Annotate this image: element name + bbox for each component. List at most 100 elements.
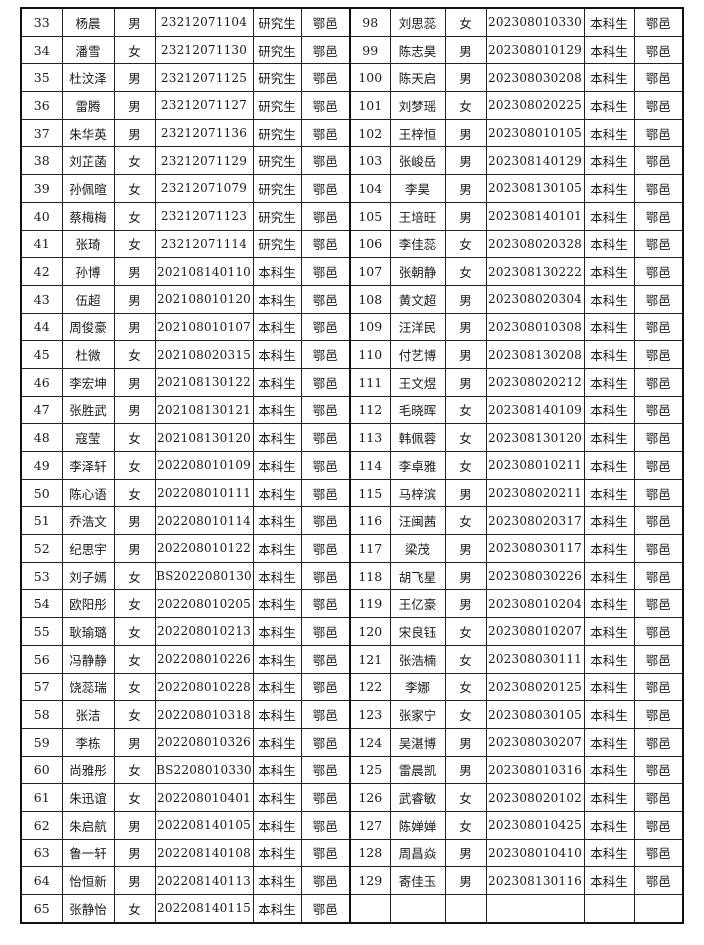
right-campus-cell: 鄂邑 xyxy=(633,617,684,646)
right-name-cell: 王培旺 xyxy=(389,201,446,231)
right-index-cell: 113 xyxy=(349,423,391,452)
left-campus-cell: 鄂邑 xyxy=(300,727,351,757)
left-level-cell: 研究生 xyxy=(252,174,302,203)
right-level-cell: 本科生 xyxy=(583,617,635,646)
table-row: 41 张琦女 23212071114 研究生 鄂邑 106 李佳蕊女 202308020328… xyxy=(20,229,684,259)
left-name-cell: 耿瑜璐 xyxy=(61,617,115,646)
table-row: 61 朱迅谊女 202208010401 本科生 鄂邑 126 武睿敏女 2023080201… xyxy=(20,783,684,812)
left-gender-cell: 男 xyxy=(113,257,156,286)
right-campus-cell: 鄂邑 xyxy=(633,672,684,702)
right-student-id-cell: 202308030105 xyxy=(485,700,585,729)
left-gender-cell: 女 xyxy=(113,672,156,702)
left-gender-cell: 女 xyxy=(113,201,156,231)
left-index-cell: 52 xyxy=(20,534,63,563)
left-campus-cell: 鄂邑 xyxy=(300,700,351,729)
right-campus-cell: 鄂邑 xyxy=(633,229,684,259)
right-name-cell: 王亿豪 xyxy=(389,589,446,619)
right-campus-cell: 鄂邑 xyxy=(633,755,684,785)
left-gender-cell: 男 xyxy=(113,838,156,868)
right-name-cell: 陈天启 xyxy=(389,63,446,93)
left-index-cell: 43 xyxy=(20,284,63,314)
right-index-cell xyxy=(349,893,391,924)
left-level-cell: 本科生 xyxy=(252,893,302,924)
left-index-cell: 44 xyxy=(20,312,63,342)
right-gender-cell: 女 xyxy=(444,810,487,840)
right-student-id-cell: 202308010129 xyxy=(485,35,585,65)
left-gender-cell: 女 xyxy=(113,589,156,619)
left-level-cell: 本科生 xyxy=(252,755,302,785)
left-level-cell: 研究生 xyxy=(252,91,302,120)
left-level-cell: 本科生 xyxy=(252,478,302,508)
left-student-id-cell: 202108020315 xyxy=(154,340,254,369)
left-name-cell: 刘芷菡 xyxy=(61,146,115,176)
left-index-cell: 51 xyxy=(20,506,63,536)
left-student-id-cell: 23212071136 xyxy=(154,118,254,148)
left-level-cell: 本科生 xyxy=(252,727,302,757)
right-student-id-cell: 202308020328 xyxy=(485,229,585,259)
table-row: 64 怡恒新男 202208140113 本科生 鄂邑 129 寄佳玉男 2023081301… xyxy=(20,866,684,895)
left-student-id-cell: 202108010107 xyxy=(154,312,254,342)
table-row: 40 蔡梅梅女 23212071123 研究生 鄂邑 105 王培旺男 20230814010… xyxy=(20,201,684,231)
left-level-cell: 本科生 xyxy=(252,423,302,452)
left-campus-cell: 鄂邑 xyxy=(300,451,351,480)
left-level-cell: 本科生 xyxy=(252,506,302,536)
right-gender-cell: 男 xyxy=(444,174,487,203)
left-level-cell: 本科生 xyxy=(252,866,302,895)
right-student-id-cell: 202308030208 xyxy=(485,63,585,93)
table-row: 56 冯静静女 202208010226 本科生 鄂邑 121 张浩楠女 2023080301… xyxy=(20,644,684,674)
right-student-id-cell: 202308140109 xyxy=(485,395,585,425)
right-level-cell: 本科生 xyxy=(583,118,635,148)
right-student-id-cell: 202308140129 xyxy=(485,146,585,176)
right-student-id-cell: 202308010330 xyxy=(485,7,585,37)
right-index-cell: 110 xyxy=(349,340,391,369)
left-name-cell: 饶蕊瑞 xyxy=(61,672,115,702)
table-row: 45 杜微女 202108020315 本科生 鄂邑 110 付艺博男 20230813020… xyxy=(20,340,684,369)
right-level-cell: 本科生 xyxy=(583,174,635,203)
right-student-id-cell: 202308010105 xyxy=(485,118,585,148)
right-campus-cell: 鄂邑 xyxy=(633,312,684,342)
left-name-cell: 寇莹 xyxy=(61,423,115,452)
left-student-id-cell: 202208010213 xyxy=(154,617,254,646)
left-level-cell: 本科生 xyxy=(252,561,302,591)
right-gender-cell: 女 xyxy=(444,451,487,480)
right-name-cell: 武睿敏 xyxy=(389,783,446,812)
left-level-cell: 本科生 xyxy=(252,284,302,314)
left-campus-cell: 鄂邑 xyxy=(300,672,351,702)
right-name-cell: 汪闽茜 xyxy=(389,506,446,536)
right-campus-cell: 鄂邑 xyxy=(633,451,684,480)
left-gender-cell: 男 xyxy=(113,395,156,425)
right-name-cell: 马梓滨 xyxy=(389,478,446,508)
table-row: 65 张静怡女 202208140115 本科生 鄂邑 xyxy=(20,893,684,924)
right-gender-cell: 男 xyxy=(444,534,487,563)
left-gender-cell: 女 xyxy=(113,340,156,369)
left-campus-cell: 鄂邑 xyxy=(300,810,351,840)
left-campus-cell: 鄂邑 xyxy=(300,257,351,286)
right-name-cell: 张朝静 xyxy=(389,257,446,286)
right-student-id-cell: 202308010204 xyxy=(485,589,585,619)
table-row: 54 欧阳彤女 202208010205 本科生 鄂邑 119 王亿豪男 2023080102… xyxy=(20,589,684,619)
left-name-cell: 欧阳彤 xyxy=(61,589,115,619)
table-row: 53 刘子嫣女 BS2022080130 本科生 鄂邑 118 胡飞星男 2023080302… xyxy=(20,561,684,591)
right-student-id-cell: 202308130120 xyxy=(485,423,585,452)
right-name-cell: 李娜 xyxy=(389,672,446,702)
right-name-cell xyxy=(389,893,446,924)
left-name-cell: 张胜武 xyxy=(61,395,115,425)
right-campus-cell: 鄂邑 xyxy=(633,395,684,425)
right-student-id-cell: 202308020317 xyxy=(485,506,585,536)
table-row: 63 鲁一轩男 202208140108 本科生 鄂邑 128 周昌焱男 2023080104… xyxy=(20,838,684,868)
right-gender-cell: 女 xyxy=(444,7,487,37)
left-campus-cell: 鄂邑 xyxy=(300,340,351,369)
right-student-id-cell: 202308020225 xyxy=(485,91,585,120)
right-campus-cell: 鄂邑 xyxy=(633,91,684,120)
right-campus-cell: 鄂邑 xyxy=(633,35,684,65)
right-level-cell: 本科生 xyxy=(583,534,635,563)
right-student-id-cell: 202308010316 xyxy=(485,755,585,785)
left-student-id-cell: 23212071125 xyxy=(154,63,254,93)
left-student-id-cell: 202208010401 xyxy=(154,783,254,812)
right-campus-cell: 鄂邑 xyxy=(633,174,684,203)
left-name-cell: 蔡梅梅 xyxy=(61,201,115,231)
right-index-cell: 126 xyxy=(349,783,391,812)
right-student-id-cell: 202308140101 xyxy=(485,201,585,231)
left-index-cell: 38 xyxy=(20,146,63,176)
left-index-cell: 62 xyxy=(20,810,63,840)
